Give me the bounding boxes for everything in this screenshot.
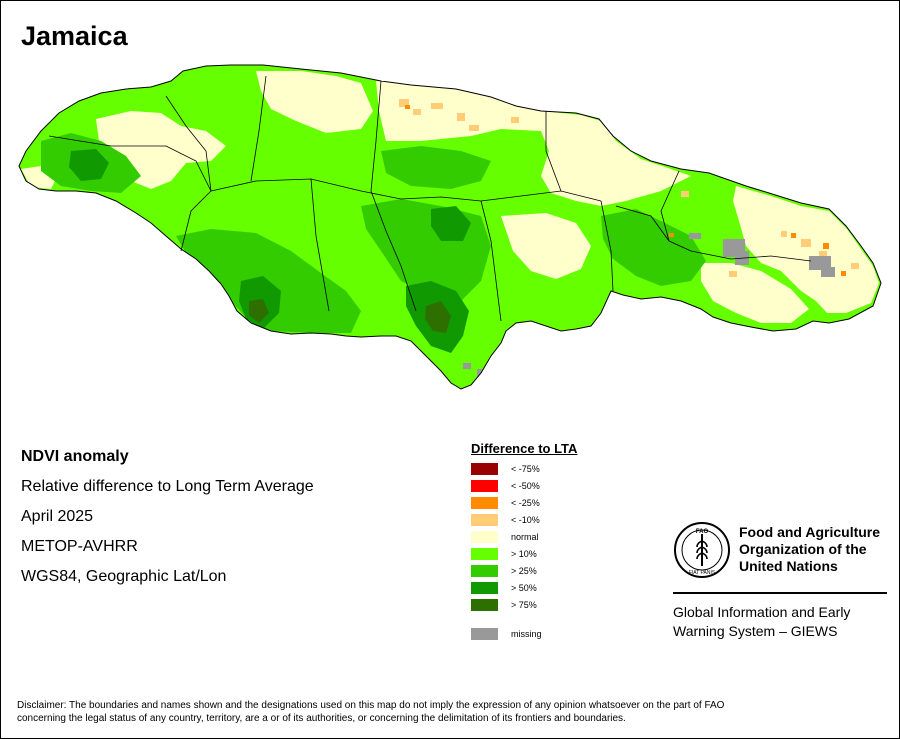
legend-swatch — [471, 479, 498, 492]
legend-item: < -10% — [471, 511, 631, 528]
legend-item-missing: missing — [471, 625, 631, 642]
legend-label: > 50% — [511, 582, 537, 593]
fao-organization-name: Food and Agriculture Organization of the… — [739, 524, 899, 575]
gt25-area-east-central — [601, 209, 706, 286]
legend-item: > 25% — [471, 562, 631, 579]
gt25-area-north-central — [381, 146, 491, 189]
fao-logo-motto: FIAT PANIS — [689, 570, 716, 576]
legend-label: > 10% — [511, 548, 537, 559]
normal-area-southeast — [701, 263, 809, 323]
legend-item: > 50% — [471, 579, 631, 596]
legend-swatch — [471, 581, 498, 594]
legend-item: < -25% — [471, 494, 631, 511]
legend-swatch — [471, 547, 498, 560]
legend-label: > 25% — [511, 565, 537, 576]
legend-item: > 10% — [471, 545, 631, 562]
fao-logo-icon: FAO FIAT PANIS — [674, 522, 730, 578]
legend-swatch — [471, 513, 498, 526]
gt50-area-northcentral — [431, 206, 471, 241]
info-heading: NDVI anomaly — [21, 448, 129, 465]
legend-item: > 75% — [471, 596, 631, 613]
legend-swatch — [471, 530, 498, 543]
fao-divider — [673, 592, 887, 594]
legend-item: < -75% — [471, 460, 631, 477]
giews-line: Global Information and Early — [673, 604, 851, 620]
anomaly-layer — [21, 71, 879, 383]
legend-label: < -50% — [511, 480, 540, 491]
legend-swatch — [471, 627, 498, 640]
fao-name-line: United Nations — [739, 558, 838, 574]
legend-swatch — [471, 496, 498, 509]
gt75-area-southwest — [249, 299, 269, 323]
disclaimer-line: concerning the legal status of any count… — [17, 713, 626, 724]
normal-area-south-central — [501, 213, 591, 279]
lt50-patch — [605, 315, 608, 318]
normal-area-east — [733, 186, 879, 313]
legend-label: > 75% — [511, 599, 537, 610]
legend-item: < -50% — [471, 477, 631, 494]
info-projection: WGS84, Geographic Lat/Lon — [21, 568, 227, 585]
normal-area-center — [256, 71, 373, 133]
legend: Difference to LTA < -75% < -50% < -25% <… — [471, 441, 631, 642]
disclaimer-line: Disclaimer: The boundaries and names sho… — [17, 700, 725, 711]
info-period: April 2025 — [21, 508, 94, 525]
info-subtitle: Relative difference to Long Term Average — [21, 478, 314, 495]
fao-name-line: Food and Agriculture — [739, 524, 881, 540]
legend-label: < -75% — [511, 463, 540, 474]
legend-swatch — [471, 598, 498, 611]
gt75-area-south — [425, 301, 451, 333]
legend-label: normal — [511, 531, 539, 542]
legend-label: < -25% — [511, 497, 540, 508]
gt50-area-west — [69, 149, 109, 181]
map-info-block: NDVI anomaly Relative difference to Long… — [21, 447, 314, 597]
legend-item: normal — [471, 528, 631, 545]
parish-boundaries — [48, 75, 812, 322]
map-title: Jamaica — [21, 21, 128, 51]
giews-name: Global Information and Early Warning Sys… — [673, 603, 889, 641]
giews-line: Warning System – GIEWS — [673, 623, 838, 639]
legend-swatch — [471, 462, 498, 475]
fao-name-line: Organization of the — [739, 541, 867, 557]
legend-title: Difference to LTA — [471, 441, 578, 456]
info-sensor: METOP-AVHRR — [21, 538, 138, 555]
legend-label: < -10% — [511, 514, 540, 525]
normal-area-north — [376, 81, 691, 206]
legend-swatch — [471, 564, 498, 577]
fao-logo-text: FAO — [696, 529, 709, 535]
disclaimer: Disclaimer: The boundaries and names sho… — [17, 699, 887, 725]
ndvi-anomaly-map — [18, 64, 882, 390]
lt10-patches — [399, 99, 859, 277]
legend-label: missing — [511, 628, 542, 639]
